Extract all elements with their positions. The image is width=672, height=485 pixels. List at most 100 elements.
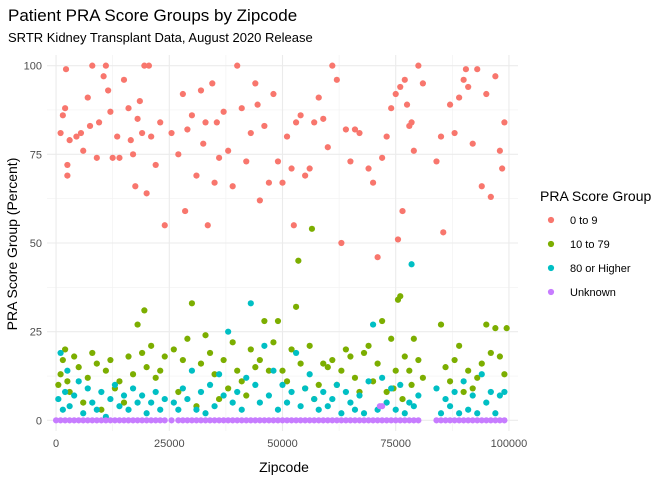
legend-label: 0 to 9 <box>570 215 598 227</box>
data-point <box>229 399 236 406</box>
y-axis-label: PRA Score Group (Percent) <box>4 158 20 331</box>
data-point <box>127 137 134 144</box>
data-point <box>456 417 463 424</box>
data-point <box>399 207 406 215</box>
data-point <box>360 410 368 417</box>
data-point <box>57 129 64 137</box>
data-point <box>89 62 96 69</box>
data-point <box>465 417 472 424</box>
data-point <box>84 385 91 392</box>
data-point <box>114 133 121 140</box>
data-point <box>406 417 413 424</box>
data-point <box>351 126 359 133</box>
data-point <box>356 129 363 137</box>
data-point <box>80 147 87 154</box>
data-point <box>408 119 415 126</box>
data-point <box>415 392 422 399</box>
data-point <box>474 374 481 381</box>
legend-key <box>547 288 555 296</box>
x-tick-label: 75000 <box>380 438 411 450</box>
data-point <box>66 403 73 410</box>
data-point <box>360 417 368 424</box>
data-point <box>89 349 96 357</box>
data-point <box>283 417 291 424</box>
data-point <box>302 172 309 179</box>
data-point <box>465 406 472 413</box>
data-point <box>279 381 286 388</box>
data-point <box>338 239 345 247</box>
data-point <box>188 417 196 424</box>
legend-label: 80 or Higher <box>570 263 631 275</box>
data-point <box>392 90 399 98</box>
data-point <box>451 417 458 424</box>
data-point <box>379 154 386 161</box>
data-point <box>456 410 463 417</box>
data-point <box>139 392 146 399</box>
data-point <box>288 388 295 396</box>
data-point <box>184 417 191 424</box>
data-point <box>496 392 503 399</box>
data-point <box>351 417 359 424</box>
data-point <box>442 364 449 371</box>
data-point <box>161 353 168 360</box>
data-point <box>134 417 141 424</box>
data-point <box>487 349 494 357</box>
data-point <box>388 385 395 392</box>
data-point <box>148 342 155 349</box>
data-point <box>356 417 363 424</box>
data-point <box>220 417 227 424</box>
data-point <box>143 417 150 424</box>
data-point <box>256 417 263 424</box>
data-point <box>320 417 327 424</box>
data-point <box>469 385 476 392</box>
data-point <box>55 395 62 403</box>
y-tick-label: 25 <box>30 327 42 339</box>
data-point <box>161 395 168 403</box>
data-point <box>261 417 268 424</box>
data-point <box>315 381 322 388</box>
data-point <box>89 399 96 406</box>
data-point <box>157 417 164 424</box>
data-point <box>209 80 216 87</box>
data-point <box>474 66 481 73</box>
x-tick-label: 25000 <box>154 438 185 450</box>
data-point <box>116 154 123 161</box>
data-point <box>188 300 196 307</box>
legend-key <box>547 216 555 224</box>
data-point <box>120 417 128 424</box>
data-point <box>288 346 295 353</box>
data-point <box>279 367 286 374</box>
data-point <box>315 94 322 101</box>
data-point <box>483 417 490 424</box>
data-point <box>469 140 476 147</box>
data-point <box>311 119 318 126</box>
data-point <box>234 62 241 69</box>
x-tick-label: 100000 <box>491 438 528 450</box>
data-point <box>84 94 91 101</box>
data-point <box>168 129 175 137</box>
y-tick-label: 75 <box>30 149 42 161</box>
data-point <box>139 349 146 357</box>
data-point <box>261 122 268 130</box>
data-point <box>64 172 71 179</box>
data-point <box>401 76 408 83</box>
data-point <box>397 381 404 388</box>
data-point <box>225 417 232 424</box>
data-point <box>152 417 159 424</box>
data-point <box>283 378 291 385</box>
data-point <box>168 417 175 424</box>
data-point <box>111 381 119 388</box>
data-point <box>75 378 82 385</box>
data-point <box>102 367 109 374</box>
data-point <box>474 410 481 417</box>
data-point <box>256 399 263 406</box>
data-point <box>220 392 227 399</box>
data-point <box>379 417 386 424</box>
data-point <box>295 257 302 264</box>
data-point <box>57 371 64 378</box>
data-point <box>456 94 463 101</box>
data-point <box>98 388 105 396</box>
data-point <box>134 399 141 406</box>
data-point <box>487 193 494 200</box>
